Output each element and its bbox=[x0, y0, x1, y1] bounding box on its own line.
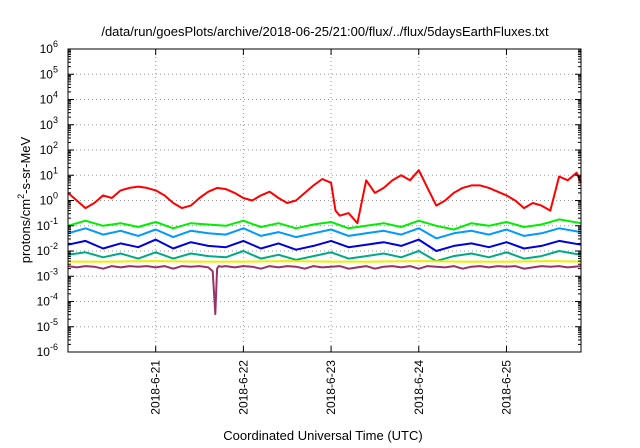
chart-title: /data/run/goesPlots/archive/2018-06-25/2… bbox=[101, 24, 549, 39]
series-line-1 bbox=[67, 169, 582, 225]
y-tick-label: 102 bbox=[40, 140, 58, 157]
y-tick-label: 10-4 bbox=[37, 292, 58, 309]
y-axis-label: protons/cm2-s-sr-MeV bbox=[16, 136, 33, 263]
y-tick-label: 10-2 bbox=[37, 241, 58, 258]
y-tick-label: 101 bbox=[40, 165, 58, 182]
x-tick-label: 2018-6-21 bbox=[149, 360, 163, 415]
grid-lines bbox=[68, 49, 581, 352]
y-tick-label: 10-6 bbox=[37, 342, 58, 359]
x-axis-ticks: 2018-6-21 2018-6-22 2018-6-23 2018-6-24 2018… bbox=[149, 49, 513, 415]
y-axis-label-base: protons/cm bbox=[18, 199, 33, 263]
series-line-7 bbox=[67, 265, 582, 316]
y-tick-label: 10-1 bbox=[37, 216, 58, 233]
series-line-6 bbox=[68, 260, 582, 263]
y-axis-label-rest: -s-sr-MeV bbox=[18, 136, 33, 193]
x-axis-label: Coordinated Universal Time (UTC) bbox=[223, 428, 422, 443]
y-tick-label: 103 bbox=[40, 115, 58, 132]
y-tick-label: 106 bbox=[40, 39, 58, 56]
x-tick-label: 2018-6-25 bbox=[499, 360, 513, 415]
y-tick-label: 104 bbox=[40, 90, 58, 107]
x-tick-label: 2018-6-22 bbox=[236, 360, 250, 415]
series-line-2 bbox=[67, 218, 582, 231]
y-tick-label: 10-5 bbox=[37, 317, 58, 334]
series-line-5 bbox=[67, 250, 582, 263]
y-tick-label: 10-3 bbox=[37, 266, 58, 283]
x-tick-label: 2018-6-23 bbox=[324, 360, 338, 415]
data-series bbox=[67, 169, 582, 316]
y-axis-label-sup: 2 bbox=[16, 194, 26, 199]
y-tick-label: 100 bbox=[40, 191, 58, 208]
series-line-3 bbox=[67, 227, 582, 240]
y-axis-ticks: 10-6 10-5 10-4 10-3 10-2 10-1 100 101 102 103 104 1… bbox=[37, 39, 581, 359]
x-tick-label: 2018-6-24 bbox=[412, 360, 426, 415]
series-line-4 bbox=[67, 238, 582, 252]
y-tick-label: 105 bbox=[40, 64, 58, 81]
